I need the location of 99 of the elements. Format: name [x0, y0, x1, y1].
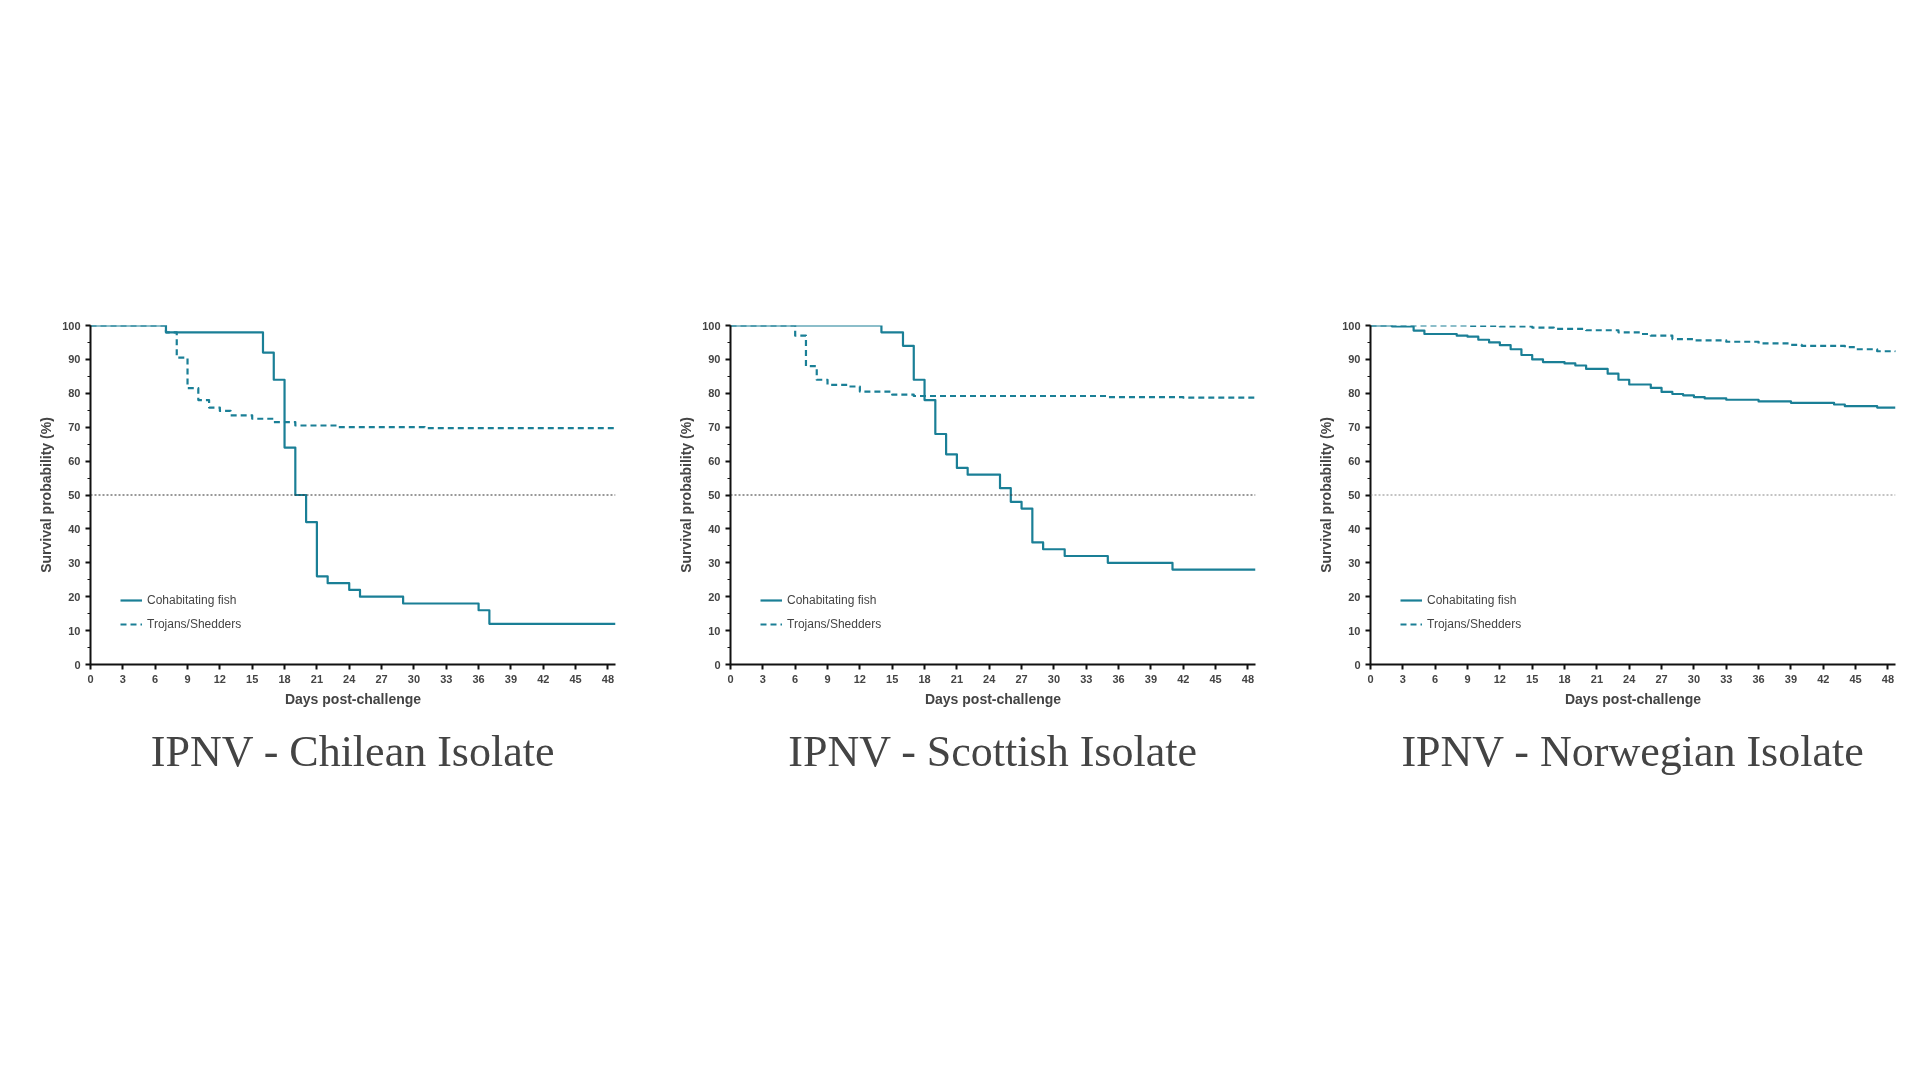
x-tick-label: 36	[1752, 672, 1765, 685]
x-tick-label: 6	[152, 672, 159, 685]
y-tick-label: 50	[708, 489, 721, 501]
x-tick-label: 33	[1080, 672, 1093, 685]
x-tick-label: 36	[472, 672, 485, 685]
text: IPNV - Norwegian Isolate	[1401, 726, 1864, 776]
y-tick-label: 100	[702, 319, 721, 332]
x-tick-label: 45	[1209, 672, 1222, 685]
x-axis-title: Days post-challenge	[1564, 690, 1702, 707]
y-tick-label: 80	[708, 387, 721, 400]
x-tick-label: 0	[727, 672, 734, 685]
x-tick-label: 9	[184, 672, 191, 685]
y-tick-label: 60	[708, 455, 721, 468]
y-tick-label: 90	[68, 353, 81, 366]
y-tick-label: 30	[1348, 556, 1361, 569]
y-tick-label: 60	[1348, 455, 1361, 468]
x-tick-label: 9	[824, 672, 831, 685]
x-tick-label: 27	[1015, 672, 1028, 685]
x-tick-label: 42	[1177, 672, 1190, 685]
x-tick-label: 18	[918, 672, 931, 685]
x-tick-label: 12	[213, 672, 226, 685]
y-tick-label: 40	[1348, 522, 1361, 535]
y-tick-label: 50	[68, 489, 81, 501]
text: IPNV - Chilean Isolate	[150, 726, 555, 776]
x-tick-label: 33	[440, 672, 453, 685]
x-tick-label: 39	[1784, 672, 1798, 685]
text: IPNV - Scottish Isolate	[788, 726, 1197, 776]
y-tick-label: 10	[1348, 624, 1361, 637]
x-tick-label: 15	[246, 672, 259, 685]
x-tick-label: 48	[1881, 672, 1895, 685]
y-tick-label: 30	[708, 556, 721, 569]
x-tick-label: 6	[1432, 672, 1439, 685]
y-axis-title: Survival probability (%)	[1318, 417, 1335, 573]
x-tick-label: 39	[504, 672, 518, 685]
x-tick-label: 36	[1112, 672, 1125, 685]
x-tick-label: 9	[1464, 672, 1471, 685]
legend-label: Trojans/Shedders	[1427, 617, 1522, 631]
x-tick-label: 30	[1687, 672, 1701, 685]
x-tick-label: 12	[1493, 672, 1506, 685]
x-axis-title: Days post-challenge	[284, 690, 422, 707]
x-tick-label: 21	[310, 672, 324, 685]
y-tick-label: 20	[708, 590, 721, 603]
legend-label: Trojans/Shedders	[787, 617, 882, 631]
x-tick-label: 3	[1399, 672, 1406, 685]
x-tick-label: 0	[87, 672, 94, 685]
y-tick-label: 0	[74, 658, 81, 671]
x-tick-label: 15	[1526, 672, 1539, 685]
y-tick-label: 40	[68, 522, 81, 535]
y-tick-label: 0	[1354, 658, 1361, 671]
x-tick-label: 0	[1367, 672, 1374, 685]
y-tick-label: 90	[1348, 353, 1361, 366]
y-tick-label: 100	[1342, 319, 1361, 332]
x-tick-label: 45	[569, 672, 582, 685]
x-tick-label: 24	[1623, 672, 1637, 685]
y-tick-label: 70	[1348, 421, 1361, 434]
y-tick-label: 80	[1348, 387, 1361, 400]
y-tick-label: 70	[68, 421, 81, 434]
y-axis-title: Survival probability (%)	[38, 417, 55, 573]
x-tick-label: 21	[1590, 672, 1604, 685]
y-tick-label: 60	[68, 455, 81, 468]
x-tick-label: 24	[983, 672, 997, 685]
legend-label: Trojans/Shedders	[147, 617, 242, 631]
x-tick-label: 30	[407, 672, 421, 685]
y-tick-label: 70	[708, 421, 721, 434]
x-tick-label: 42	[1817, 672, 1830, 685]
x-tick-label: 18	[1558, 672, 1571, 685]
x-tick-label: 48	[1241, 672, 1255, 685]
x-tick-label: 24	[343, 672, 357, 685]
y-tick-label: 20	[1348, 590, 1361, 603]
y-tick-label: 10	[708, 624, 721, 637]
x-tick-label: 15	[886, 672, 899, 685]
y-tick-label: 50	[1348, 489, 1361, 501]
x-tick-label: 30	[1047, 672, 1061, 685]
x-axis-title: Days post-challenge	[924, 690, 1062, 707]
y-tick-label: 0	[714, 658, 721, 671]
legend-label: Cohabitating fish	[1427, 593, 1517, 607]
x-tick-label: 6	[792, 672, 799, 685]
y-tick-label: 10	[68, 624, 81, 637]
x-tick-label: 3	[119, 672, 126, 685]
x-tick-label: 27	[375, 672, 388, 685]
x-tick-label: 12	[853, 672, 866, 685]
legend-label: Cohabitating fish	[147, 593, 237, 607]
x-tick-label: 42	[537, 672, 550, 685]
y-tick-label: 20	[68, 590, 81, 603]
x-tick-label: 18	[278, 672, 291, 685]
y-axis-title: Survival probability (%)	[678, 417, 695, 573]
x-tick-label: 45	[1849, 672, 1862, 685]
legend-label: Cohabitating fish	[787, 593, 877, 607]
y-tick-label: 80	[68, 387, 81, 400]
x-tick-label: 21	[950, 672, 964, 685]
y-tick-label: 30	[68, 556, 81, 569]
x-tick-label: 33	[1720, 672, 1733, 685]
y-tick-label: 100	[62, 319, 81, 332]
y-tick-label: 90	[708, 353, 721, 366]
x-tick-label: 3	[759, 672, 766, 685]
x-tick-label: 48	[601, 672, 615, 685]
x-tick-label: 39	[1144, 672, 1158, 685]
x-tick-label: 27	[1655, 672, 1668, 685]
y-tick-label: 40	[708, 522, 721, 535]
